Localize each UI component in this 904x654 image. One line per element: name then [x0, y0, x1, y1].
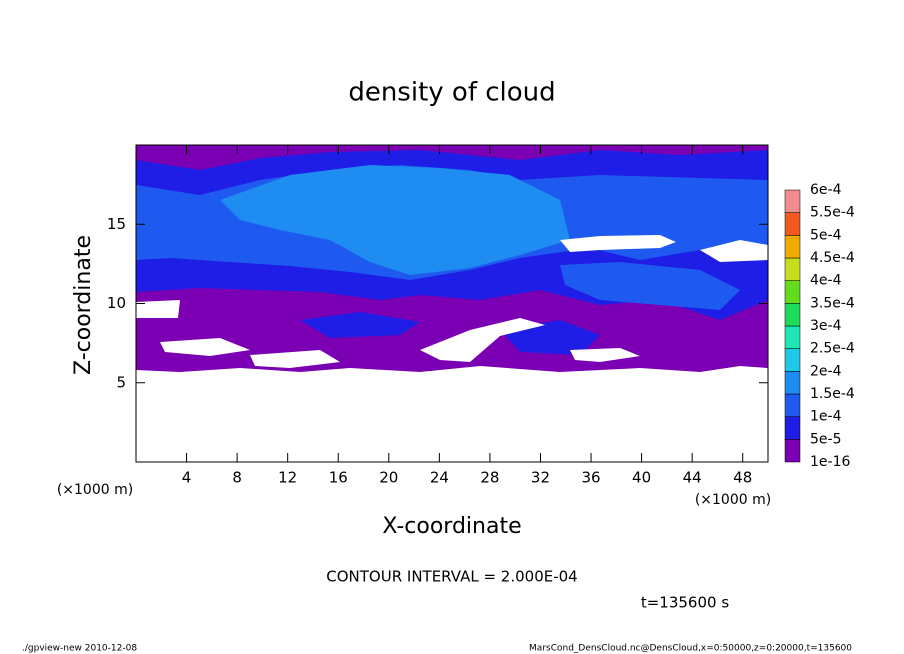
- colorbar-swatch: [784, 439, 801, 463]
- colorbar-label: 1e-16: [810, 454, 850, 470]
- x-tick-label: 44: [683, 469, 702, 487]
- x-tick-label: 20: [379, 469, 398, 487]
- colorbar-label: 1.5e-4: [810, 386, 855, 402]
- x-tick-label: 8: [232, 469, 242, 487]
- colorbar-label: 5e-5: [810, 431, 841, 447]
- colorbar-label: 6e-4: [810, 182, 842, 198]
- footer-right: MarsCond_DensCloud.nc@DensCloud,x=0:5000…: [529, 644, 852, 654]
- y-tick-label: 15: [107, 215, 126, 233]
- time-label: t=135600 s: [641, 594, 729, 612]
- colorbar-label: 2e-4: [810, 363, 842, 379]
- x-tick-label: 40: [632, 469, 651, 487]
- colorbar-swatch: [784, 348, 801, 372]
- colorbar-swatch: [784, 303, 801, 327]
- x-axis-label: X-coordinate: [382, 514, 521, 539]
- y-tick-label: 5: [116, 373, 126, 391]
- colorbar-label: 3e-4: [810, 318, 842, 334]
- colorbar-label: 3.5e-4: [810, 295, 855, 311]
- x-tick-label: 36: [581, 469, 600, 487]
- colorbar-swatch: [784, 371, 801, 395]
- x-tick-label: 4: [182, 469, 192, 487]
- y-unit: (×1000 m): [57, 482, 133, 498]
- colorbar-swatch: [784, 416, 801, 440]
- colorbar-swatch: [784, 189, 801, 213]
- colorbar-swatch: [784, 212, 801, 236]
- footer-left: ./gpview-new 2010-12-08: [22, 644, 137, 654]
- colorbar-label: 4e-4: [810, 273, 842, 289]
- colorbar-label: 2.5e-4: [810, 341, 855, 357]
- x-tick-label: 16: [329, 469, 348, 487]
- x-unit: (×1000 m): [695, 492, 771, 508]
- x-tick-label: 12: [278, 469, 297, 487]
- colorbar-label: 1e-4: [810, 409, 842, 425]
- colorbar-swatch: [784, 257, 801, 281]
- colorbar-swatch: [784, 280, 801, 304]
- contour-interval: CONTOUR INTERVAL = 2.000E-04: [326, 568, 577, 586]
- contour-field: [136, 145, 768, 372]
- colorbar-label: 5.5e-4: [810, 205, 855, 221]
- colorbar-swatch: [784, 393, 801, 417]
- y-tick-label: 10: [107, 294, 126, 312]
- colorbar-label: 5e-4: [810, 227, 842, 243]
- x-tick-label: 28: [480, 469, 499, 487]
- x-tick-label: 24: [430, 469, 449, 487]
- y-axis-label: Z-coordinate: [71, 235, 96, 375]
- x-tick-label: 48: [733, 469, 752, 487]
- x-tick-label: 32: [531, 469, 550, 487]
- colorbar-swatch: [784, 235, 801, 259]
- chart-title: density of cloud: [348, 78, 555, 108]
- colorbar-swatch: [784, 325, 801, 349]
- colorbar-label: 4.5e-4: [810, 250, 855, 266]
